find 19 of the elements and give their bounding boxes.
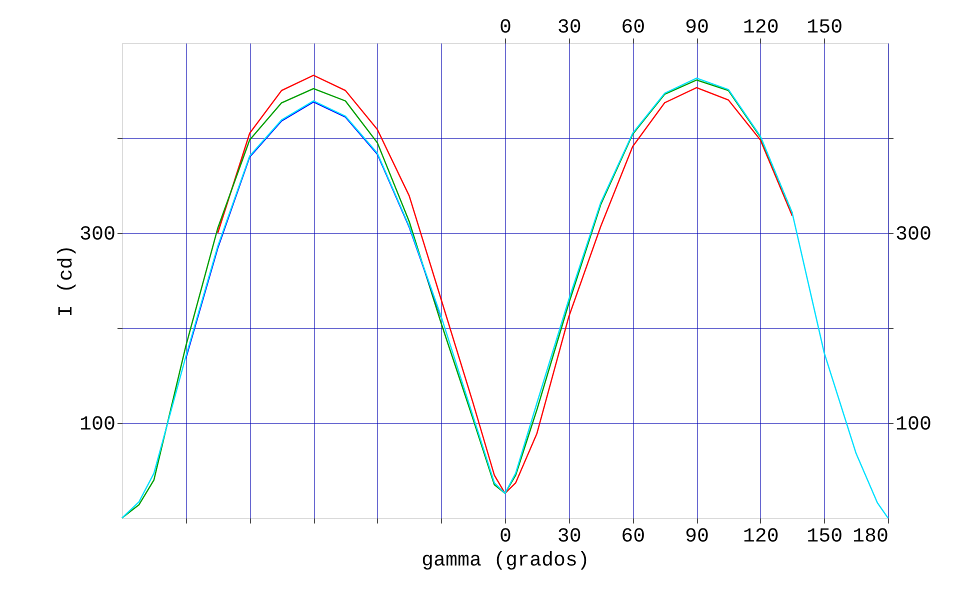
x-tick-label: 30 (557, 526, 582, 548)
x2-tick-label: 30 (557, 16, 582, 40)
line-series (185, 101, 442, 360)
y2-tick-label: 100 (896, 414, 932, 436)
x2-tick-label: 150 (806, 16, 843, 40)
y-axis-title: I (cd) (55, 244, 78, 318)
x-tick-label: 120 (742, 526, 779, 548)
x-tick-label: 0 (499, 526, 512, 548)
x-tick-label: 150 (806, 526, 843, 548)
y2-tick-label: 300 (896, 224, 932, 246)
line-series (217, 74, 793, 494)
x-tick-label: 90 (684, 526, 710, 548)
x2-tick-label: 90 (684, 16, 710, 40)
x2-tick-label: 120 (742, 16, 779, 40)
x-tick-label: 60 (621, 526, 646, 548)
x-axis-title: gamma (grados) (421, 550, 590, 572)
x2-tick-label: 60 (621, 16, 646, 40)
x-tick-label: 180 (852, 526, 888, 548)
x2-tick-label: 0 (499, 16, 512, 40)
